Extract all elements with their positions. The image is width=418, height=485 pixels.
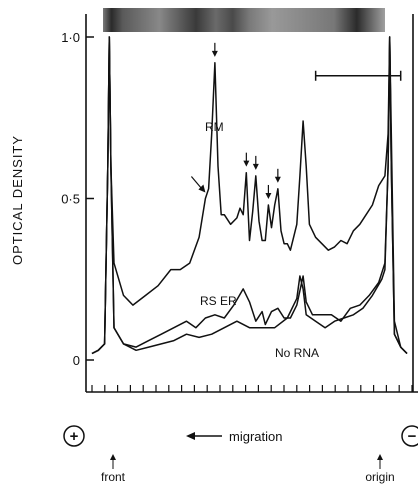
origin-arrow-icon (377, 454, 383, 460)
series-line-rm (91, 36, 408, 355)
minus-electrode-icon (401, 425, 418, 447)
front-arrow-icon (110, 454, 116, 460)
migration-label: migration (229, 429, 282, 444)
y-tick-label: 1·0 (61, 30, 80, 45)
y-tick-label: 0·5 (61, 192, 80, 207)
x-tick-group (91, 385, 413, 392)
peak-arrow-icon (265, 192, 272, 199)
y-tick-group: 0 0·5 1·0 (61, 30, 94, 368)
peak-arrow-icon (211, 50, 218, 57)
series-label-rm: RM (205, 120, 224, 134)
gel-scan-strip (103, 8, 385, 32)
migration-arrow-icon (186, 432, 195, 440)
peak-arrow-icon (243, 160, 250, 167)
plus-electrode-icon (63, 425, 85, 447)
polarity-right: − (408, 428, 417, 445)
annotation-group (190, 42, 402, 199)
series-group (91, 36, 408, 355)
peak-arrow-icon (252, 163, 259, 170)
series-line-no-rna (91, 36, 408, 355)
polarity-left: + (70, 428, 79, 445)
series-label-no-rna: No RNA (275, 346, 319, 360)
peak-arrow-icon (198, 184, 206, 193)
y-axis-label: OPTICAL DENSITY (10, 135, 25, 265)
series-label-rs-er: RS ER (200, 294, 237, 308)
origin-label: origin (365, 470, 394, 484)
series-line-rs-er (91, 36, 408, 355)
peak-arrow-icon (274, 176, 281, 183)
front-label: front (101, 470, 126, 484)
y-tick-label: 0 (73, 353, 80, 368)
